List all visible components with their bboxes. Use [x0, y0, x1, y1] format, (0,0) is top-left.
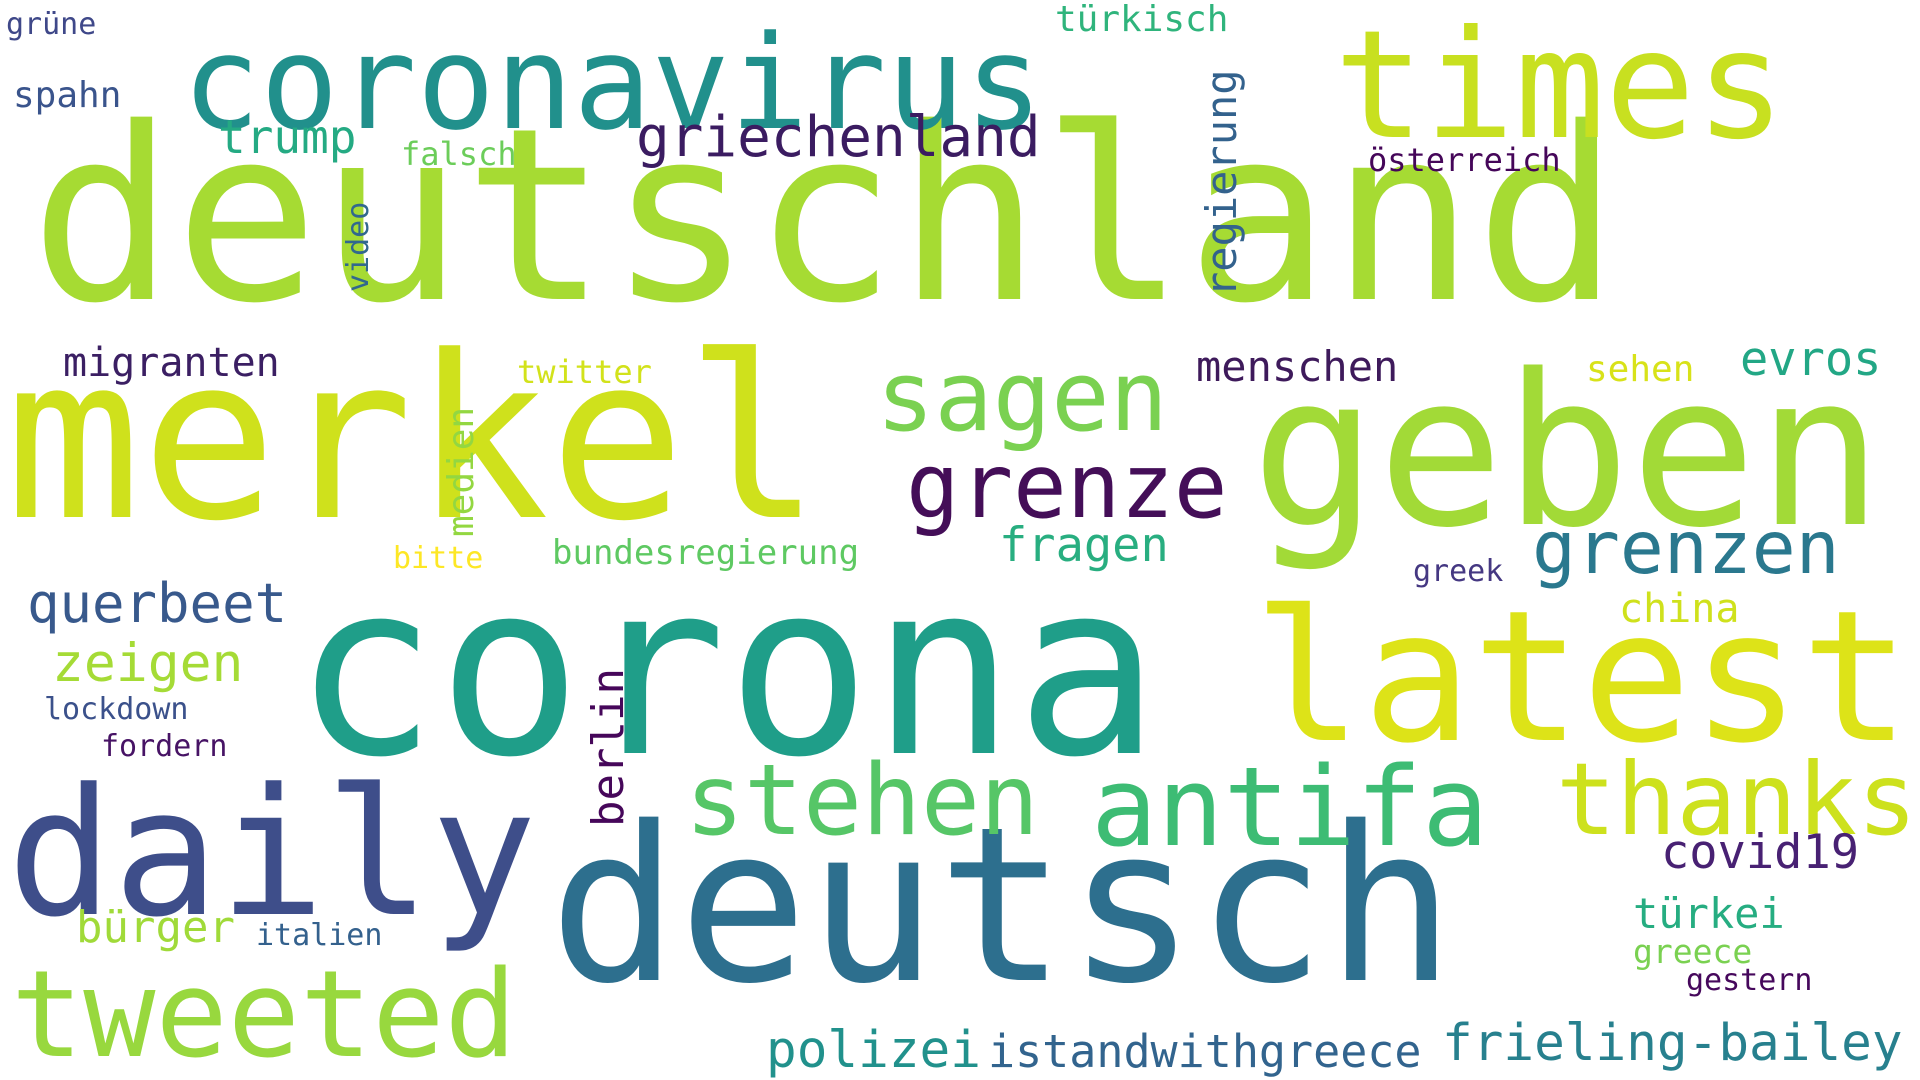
word-querbeet: querbeet — [27, 572, 288, 635]
word-österreich: österreich — [1368, 141, 1561, 179]
word-istandwithgreece: istandwithgreece — [988, 1025, 1422, 1078]
word-stehen: stehen — [685, 744, 1040, 858]
word-twitter: twitter — [517, 353, 652, 391]
word-gestern: gestern — [1686, 963, 1813, 998]
word-bitte: bitte — [393, 541, 484, 576]
word-thanks: thanks — [1556, 741, 1918, 858]
word-video: video — [341, 201, 376, 292]
word-grenzen: grenzen — [1532, 506, 1840, 591]
word-bürger: bürger — [76, 902, 235, 953]
word-lockdown: lockdown — [44, 692, 189, 727]
word-medien: medien — [441, 406, 482, 537]
word-zeigen: zeigen — [52, 633, 244, 694]
word-grenze: grenze — [906, 434, 1228, 538]
word-menschen: menschen — [1196, 342, 1399, 391]
word-türkisch: türkisch — [1055, 0, 1229, 40]
word-daily: daily — [7, 751, 537, 956]
word-türkei: türkei — [1633, 889, 1785, 938]
word-corona: corona — [293, 530, 1160, 810]
word-spahn: spahn — [13, 75, 122, 116]
word-trump: trump — [218, 110, 357, 164]
word-greece: greece — [1633, 932, 1753, 971]
word-tweeted: tweeted — [11, 946, 517, 1080]
word-sehen: sehen — [1586, 349, 1695, 390]
word-coronavirus: coronavirus — [182, 7, 1043, 159]
word-latest: latest — [1253, 571, 1911, 783]
word-fragen: fragen — [999, 518, 1169, 573]
word-grüne: grüne — [6, 7, 97, 42]
word-regierung: regierung — [1197, 69, 1246, 297]
word-berlin: berlin — [583, 668, 634, 827]
word-sagen: sagen — [876, 340, 1168, 453]
word-migranten: migranten — [63, 340, 280, 386]
word-griechenland: griechenland — [636, 105, 1041, 170]
word-polizei: polizei — [766, 1021, 981, 1080]
word-falsch: falsch — [401, 135, 517, 173]
word-italien: italien — [256, 918, 383, 953]
word-greek: greek — [1413, 554, 1504, 589]
word-antifa: antifa — [1091, 743, 1489, 871]
word-deutschland: deutschland — [30, 76, 1620, 356]
word-fordern: fordern — [101, 729, 228, 764]
word-times: times — [1334, 0, 1786, 173]
word-merkel: merkel — [5, 308, 822, 571]
word-covid19: covid19 — [1661, 825, 1860, 880]
word-evros: evros — [1740, 332, 1882, 387]
word-deutsch: deutsch — [549, 780, 1456, 1031]
word-bundesregierung: bundesregierung — [552, 533, 860, 573]
word-china: china — [1619, 586, 1740, 632]
word-geben: geben — [1251, 329, 1884, 574]
word-frieling-bailey: frieling-bailey — [1442, 1014, 1903, 1073]
